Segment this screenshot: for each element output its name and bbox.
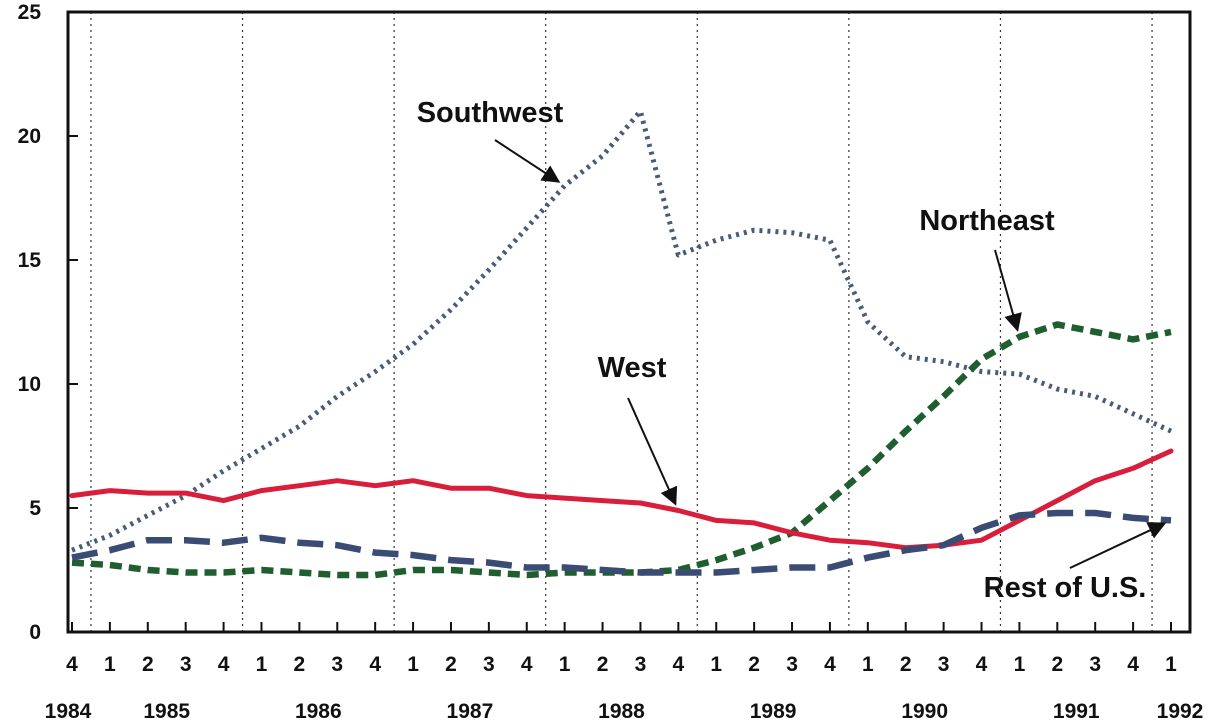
annotation-label-northeast: Northeast — [919, 205, 1055, 237]
quarter-label: 2 — [1051, 653, 1063, 676]
quarter-label: 1 — [710, 653, 722, 676]
quarter-label: 3 — [483, 653, 495, 676]
quarter-label: 1 — [104, 653, 116, 676]
quarter-label: 3 — [331, 653, 343, 676]
quarter-label: 2 — [597, 653, 609, 676]
quarter-label: 4 — [369, 653, 381, 676]
axes: 0 5 10 15 20 25 4 1 2 3 4 1 2 3 4 1 2 3 4 1 2 3 4 1 2 3 4 1 2 3 4 1 2 3 4 1… — [18, 1, 1204, 723]
year-label: 1992 — [1157, 700, 1204, 723]
quarter-label: 1 — [407, 653, 419, 676]
quarter-label: 4 — [824, 653, 836, 676]
series-line-west — [69, 448, 1174, 551]
annotation-label-rest-of-u-s: Rest of U.S. — [984, 572, 1147, 604]
year-gridlines — [90, 12, 1153, 632]
quarter-label: 2 — [748, 653, 760, 676]
y-tick-label: 15 — [18, 249, 42, 272]
quarter-label: 4 — [976, 653, 988, 676]
quarter-label: 1 — [862, 653, 874, 676]
quarter-label: 3 — [1089, 653, 1101, 676]
annotation-arrow-west — [627, 397, 678, 506]
y-tick-label: 0 — [29, 621, 41, 644]
year-label: 1984 — [45, 700, 92, 723]
quarter-label: 2 — [294, 653, 306, 676]
quarter-label: 2 — [142, 653, 154, 676]
y-tick-label: 25 — [18, 1, 42, 24]
quarter-label: 2 — [900, 653, 912, 676]
quarter-label: 3 — [180, 653, 192, 676]
annotation-arrow-southwest — [494, 139, 561, 183]
series-line-northeast — [71, 321, 1172, 579]
quarter-label: 3 — [938, 653, 950, 676]
series-line-rest-of-u-s — [71, 509, 1172, 576]
year-label: 1987 — [447, 700, 494, 723]
quarter-label: 1 — [1014, 653, 1026, 676]
year-label: 1988 — [598, 700, 645, 723]
annotation-label-west: West — [598, 352, 667, 384]
quarter-label: 1 — [1165, 653, 1177, 676]
y-tick-label: 5 — [29, 497, 41, 520]
year-label: 1989 — [750, 700, 797, 723]
quarter-label: 4 — [673, 653, 685, 676]
annotation-arrow-rest-of-u-s — [1069, 522, 1167, 569]
year-label: 1985 — [143, 700, 190, 723]
quarter-label: 4 — [218, 653, 230, 676]
y-tick-label: 20 — [18, 125, 41, 148]
annotation-label-southwest: Southwest — [417, 97, 564, 129]
quarter-label: 4 — [66, 653, 78, 676]
year-label: 1990 — [901, 700, 948, 723]
quarter-label: 3 — [786, 653, 798, 676]
y-tick-label: 10 — [18, 373, 41, 396]
series-lines — [69, 108, 1174, 579]
year-label: 1986 — [295, 700, 342, 723]
quarter-label: 3 — [635, 653, 647, 676]
quarter-label: 2 — [445, 653, 457, 676]
quarter-label: 1 — [559, 653, 571, 676]
annotation-arrow-northeast — [994, 249, 1022, 332]
plot-frame — [66, 10, 1192, 634]
year-label: 1991 — [1053, 700, 1100, 723]
series-annotations: Southwest Northeast West Rest of U.S. — [417, 97, 1167, 604]
quarter-label: 4 — [1127, 653, 1139, 676]
series-line-southwest — [71, 108, 1173, 553]
quarter-label: 1 — [256, 653, 268, 676]
quarter-label: 4 — [521, 653, 533, 676]
